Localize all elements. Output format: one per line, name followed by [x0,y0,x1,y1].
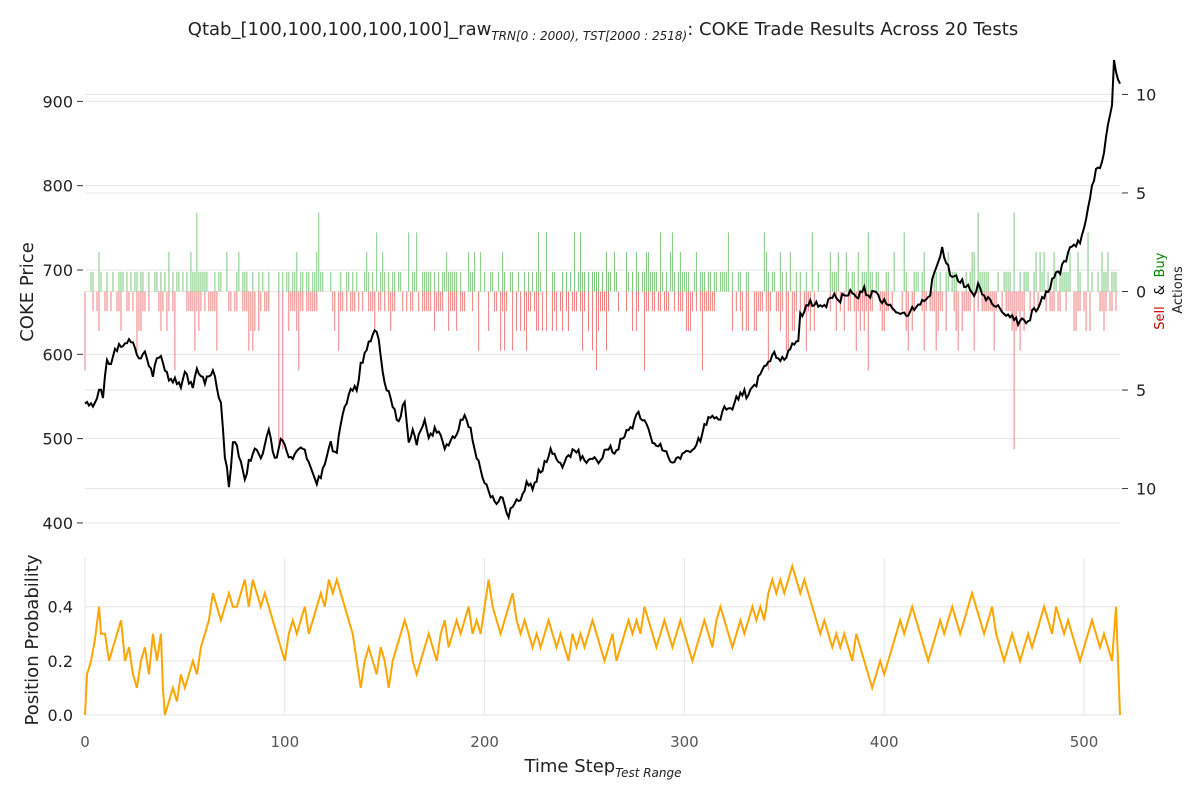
and-label: & [1153,285,1168,295]
x-axis-label: Time StepTest Range [523,756,681,780]
x-tick-label: 300 [670,733,699,751]
x-tick-label: 100 [270,733,299,751]
action-tick-label: 0 [1136,283,1146,302]
action-tick-label: 10 [1136,480,1156,499]
action-tick-label: 10 [1136,85,1156,104]
y-axis-label-probability: Position Probability [22,554,43,725]
y-tick-label: 0.0 [48,706,73,725]
x-tick-label: 0 [80,733,90,751]
action-tick-label: 5 [1136,381,1146,400]
y-tick-label: 600 [42,345,73,364]
bottom-y-ticks: 0.0 0.2 0.4 [48,598,73,725]
y-tick-label: 0.2 [48,652,73,671]
action-bars [84,212,1117,450]
y-tick-label: 0.4 [48,598,73,617]
y-tick-label: 800 [42,177,73,196]
x-tick-label: 400 [870,733,899,751]
actions-label: Actions [1171,266,1186,314]
action-y-ticks: 10 5 0 5 10 [1122,85,1156,499]
buy-label: Buy [1153,252,1168,277]
price-line [84,59,1121,521]
action-tick-label: 5 [1136,184,1146,203]
y-tick-label: 700 [42,261,73,280]
x-tick-label: 500 [1070,733,1099,751]
top-y-ticks: 400 500 600 700 800 900 [42,92,83,533]
x-tick-label: 200 [470,733,499,751]
sell-label: Sell [1153,306,1168,329]
y-tick-label: 500 [42,430,73,449]
bottom-grid [84,558,1120,716]
actions-axis-label: Buy & Sell Actions [1153,252,1186,329]
y-tick-label: 900 [42,92,73,111]
y-axis-label-price: COKE Price [17,242,38,342]
x-ticks: 0 100 200 300 400 500 [80,733,1098,751]
y-tick-label: 400 [42,514,73,533]
position-probability-line [84,562,1121,716]
chart-title: Qtab_[100,100,100,100,100]_rawTRN[0 : 20… [188,19,1018,43]
